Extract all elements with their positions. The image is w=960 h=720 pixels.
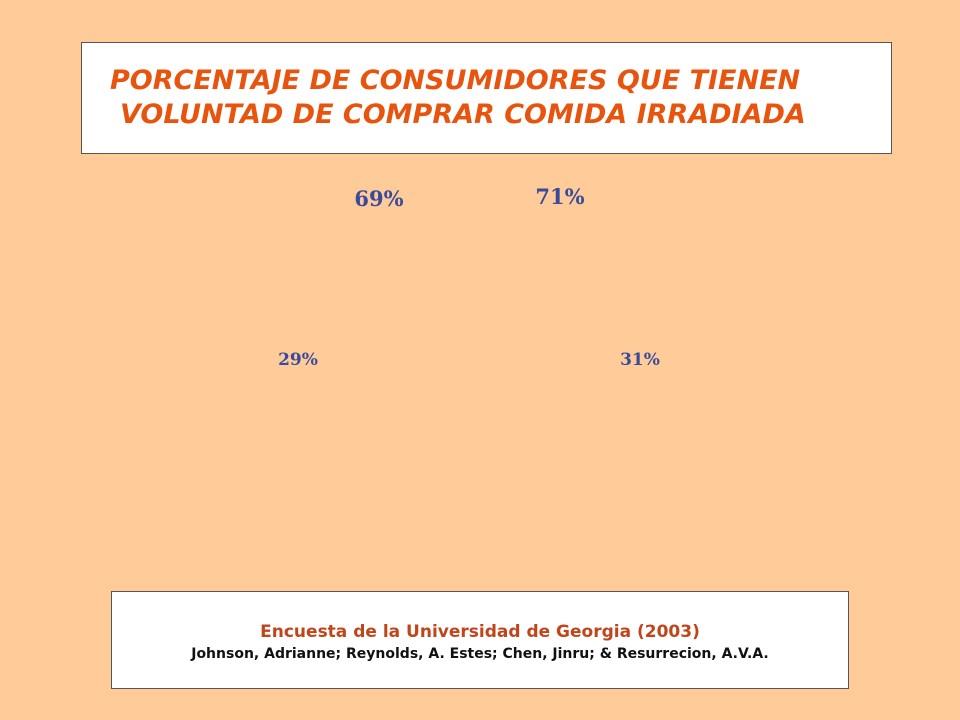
chart-title-line-2: VOLUNTAD DE COMPRAR COMIDA IRRADIADA — [120, 99, 806, 130]
chart-title-line-1: PORCENTAJE DE CONSUMIDORES QUE TIENEN — [110, 65, 801, 96]
chart-title-box: PORCENTAJE DE CONSUMIDORES QUE TIENEN VO… — [81, 42, 892, 154]
source-title: Encuesta de la Universidad de Georgia (2… — [260, 622, 700, 642]
pie-charts-area: 69% 71% 29% 31% — [0, 160, 960, 580]
source-box: Encuesta de la Universidad de Georgia (2… — [111, 591, 849, 689]
chart2-minor-label: 31% — [620, 350, 660, 370]
source-authors: Johnson, Adrianne; Reynolds, A. Estes; C… — [191, 646, 769, 662]
chart1-minor-label: 29% — [278, 350, 318, 370]
chart1-major-label: 69% — [354, 186, 404, 211]
chart2-major-label: 71% — [535, 184, 585, 209]
